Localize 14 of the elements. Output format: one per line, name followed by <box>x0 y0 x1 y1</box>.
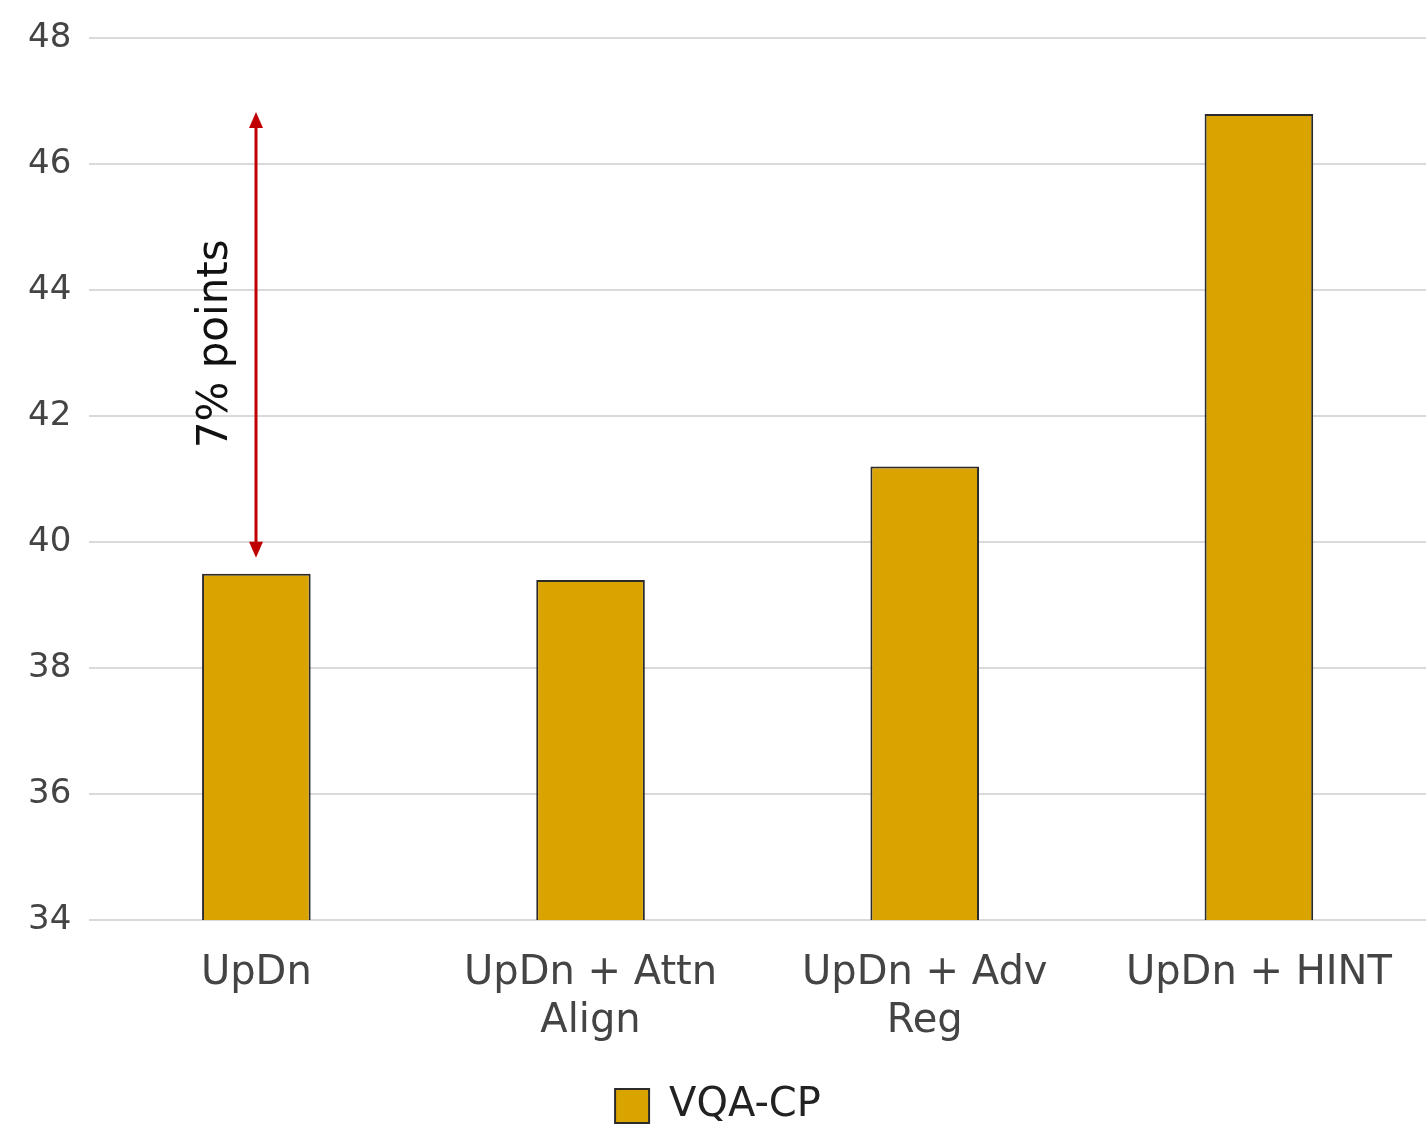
legend-label: VQA-CP <box>669 1079 821 1126</box>
y-tick-label: 36 <box>28 770 72 811</box>
y-tick-label: 46 <box>28 141 72 182</box>
x-tick-label: UpDn <box>200 947 312 994</box>
x-tick-label: UpDn + Attn Align <box>463 947 718 1042</box>
y-tick-label: 40 <box>28 519 72 559</box>
annotation: 7% points <box>188 239 238 449</box>
y-tick-label: 34 <box>28 896 72 937</box>
y-tick-label: 44 <box>28 267 72 308</box>
x-tick-label: UpDn + HINT <box>1125 947 1393 994</box>
y-tick-label: 42 <box>28 393 72 434</box>
y-tick-label: 38 <box>28 644 72 685</box>
x-tick-label: UpDn + Adv Reg <box>801 947 1048 1042</box>
y-tick-label: 48 <box>28 15 72 56</box>
